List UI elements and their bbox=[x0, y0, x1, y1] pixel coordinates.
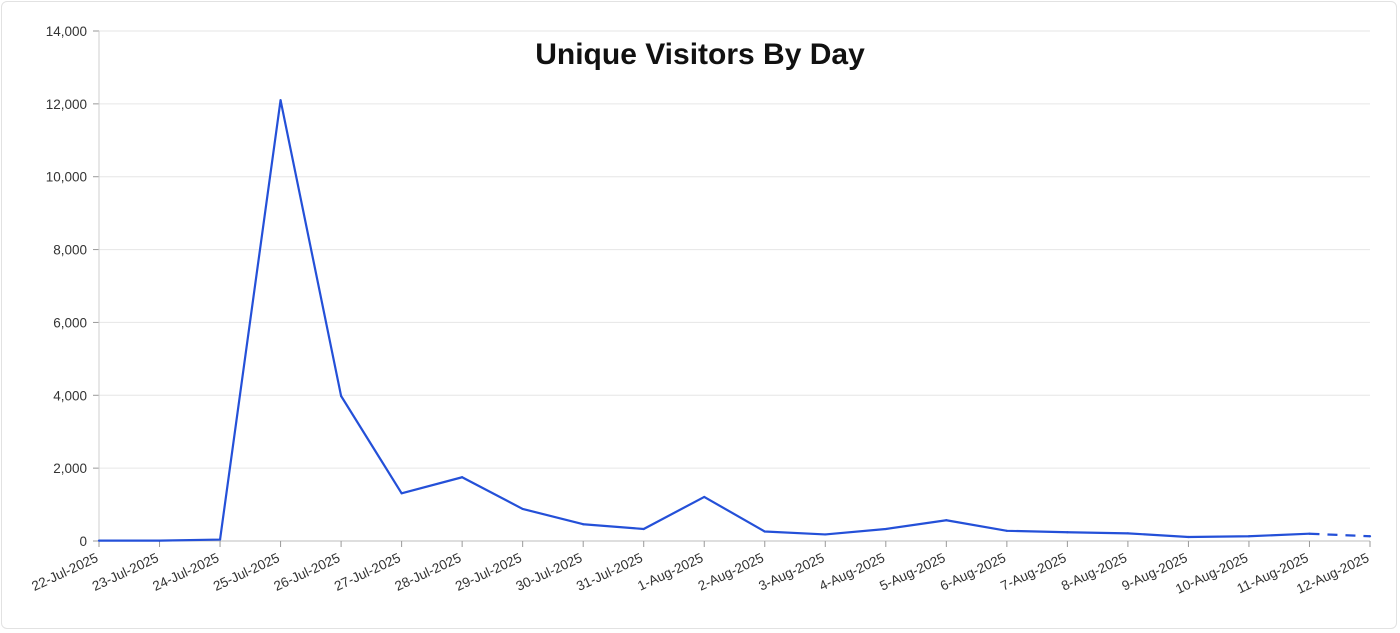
x-tick-label: 26-Jul-2025 bbox=[271, 550, 342, 594]
data-point bbox=[703, 495, 706, 499]
x-tick-label: 1-Aug-2025 bbox=[635, 550, 705, 593]
data-point bbox=[279, 99, 282, 102]
data-point bbox=[461, 476, 464, 479]
series-lines bbox=[97, 99, 1372, 542]
data-point bbox=[521, 507, 524, 511]
x-tick-label: 28-Jul-2025 bbox=[392, 550, 463, 594]
x-tick-label: 22-Jul-2025 bbox=[29, 550, 100, 594]
data-point bbox=[824, 533, 827, 536]
x-tick-label: 4-Aug-2025 bbox=[817, 550, 887, 593]
x-axis-tick-labels: 22-Jul-202523-Jul-202524-Jul-202525-Jul-… bbox=[29, 550, 1371, 597]
y-tick-label: 14,000 bbox=[46, 24, 87, 39]
y-tick-label: 2,000 bbox=[53, 461, 87, 476]
data-point bbox=[1368, 535, 1372, 538]
x-tick-label: 29-Jul-2025 bbox=[453, 550, 524, 594]
x-tick-label: 6-Aug-2025 bbox=[938, 550, 1008, 593]
x-tick-label: 25-Jul-2025 bbox=[211, 550, 282, 594]
data-point bbox=[339, 394, 343, 398]
series-line bbox=[99, 99, 1310, 542]
data-point bbox=[218, 538, 222, 541]
data-point bbox=[1126, 532, 1130, 535]
data-point bbox=[97, 539, 101, 542]
x-tick-label: 7-Aug-2025 bbox=[998, 550, 1068, 593]
x-tick-label: 8-Aug-2025 bbox=[1059, 550, 1129, 593]
y-tick-label: 8,000 bbox=[53, 243, 87, 258]
x-tick-label: 2-Aug-2025 bbox=[696, 550, 766, 593]
data-point bbox=[400, 492, 403, 495]
data-point bbox=[1066, 531, 1069, 534]
y-axis-tick-labels: 0 2,000 4,000 6,000 8,000 10,000 12,000 14,000 bbox=[46, 24, 87, 549]
data-point bbox=[158, 539, 161, 542]
data-point bbox=[1187, 535, 1190, 539]
data-point bbox=[763, 530, 766, 533]
y-tick-label: 4,000 bbox=[53, 388, 87, 403]
y-tick-label: 6,000 bbox=[53, 315, 87, 330]
data-point bbox=[1247, 535, 1251, 538]
x-tick-label: 31-Jul-2025 bbox=[574, 550, 645, 594]
x-tick-label: 3-Aug-2025 bbox=[756, 550, 826, 593]
data-point bbox=[945, 519, 948, 522]
axes bbox=[93, 30, 1371, 547]
x-tick-label: 5-Aug-2025 bbox=[877, 550, 947, 593]
data-point bbox=[884, 527, 887, 531]
x-tick-label: 27-Jul-2025 bbox=[332, 550, 403, 594]
y-tick-label: 0 bbox=[79, 534, 87, 549]
data-point bbox=[642, 527, 645, 531]
x-tick-label: 23-Jul-2025 bbox=[90, 550, 161, 594]
grid-lines bbox=[99, 30, 1370, 469]
series-line-projected-segment bbox=[1309, 532, 1371, 538]
y-tick-label: 12,000 bbox=[46, 97, 87, 112]
x-tick-label: 30-Jul-2025 bbox=[514, 550, 585, 594]
y-tick-label: 10,000 bbox=[46, 170, 87, 185]
data-point bbox=[1308, 532, 1311, 535]
x-tick-label: 24-Jul-2025 bbox=[150, 550, 221, 594]
data-point bbox=[1005, 529, 1008, 532]
data-point bbox=[582, 523, 585, 526]
